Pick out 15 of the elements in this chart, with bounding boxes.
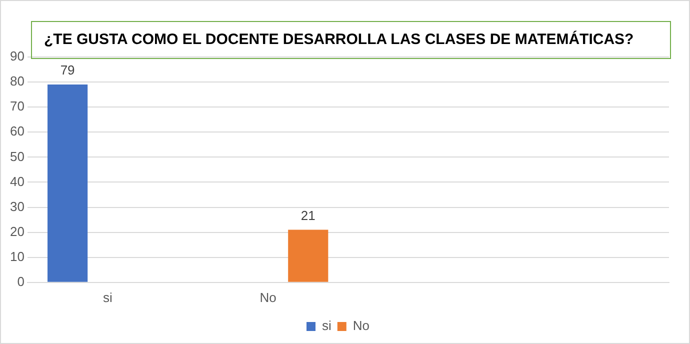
data-label: 21 — [300, 208, 316, 223]
y-tick-label: 0 — [17, 274, 24, 289]
chart-title: ¿TE GUSTA COMO EL DOCENTE DESARROLLA LAS CLASES DE MATEMÁTICAS? — [44, 31, 634, 48]
data-label: 79 — [60, 62, 75, 78]
y-tick-label: 40 — [10, 174, 24, 189]
y-tick-label: 30 — [10, 198, 24, 214]
legend-label: No — [352, 318, 370, 334]
y-tick-label: 50 — [10, 148, 24, 164]
y-tick-label: 70 — [10, 98, 24, 114]
y-tick-label: 60 — [10, 124, 24, 139]
legend-label: si — [322, 318, 332, 334]
y-tick-label: 90 — [10, 48, 24, 64]
y-tick-label: 80 — [10, 74, 24, 89]
y-tick-label: 10 — [10, 248, 24, 264]
y-tick-label: 20 — [10, 224, 24, 239]
